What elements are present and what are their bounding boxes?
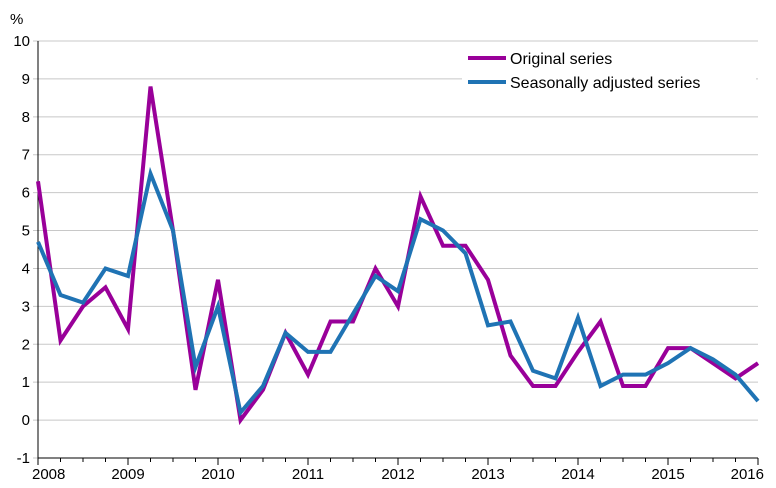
y-axis-label: % (10, 11, 23, 28)
x-tick-label: 2016 (731, 466, 764, 483)
series-line-seasonally-adjusted (36, 166, 760, 417)
y-tick-label: 1 (22, 374, 30, 391)
legend-background (462, 46, 756, 98)
y-tick-label: 4 (22, 260, 30, 277)
x-tick-label: 2009 (111, 466, 144, 483)
x-tick-label: 2010 (201, 466, 234, 483)
y-axis-ticks: -1 0 1 2 3 4 5 6 7 8 9 10 (13, 33, 39, 467)
x-axis: 2008 2009 2010 2011 2012 2013 2014 2015 2016 (32, 457, 764, 483)
series-lines (36, 86, 760, 426)
x-tick-label: 2014 (561, 466, 594, 483)
legend: Original series Seasonally adjusted serie… (462, 46, 756, 98)
y-tick-label: 7 (22, 147, 30, 164)
x-tick-label: 2015 (651, 466, 684, 483)
x-tick-label: 2011 (292, 466, 324, 483)
y-tick-label: 9 (22, 71, 30, 88)
y-tick-label: 2 (22, 336, 30, 353)
x-tick-label: 2013 (471, 466, 504, 483)
y-tick-label: -1 (17, 450, 30, 467)
y-tick-label: 3 (22, 298, 30, 315)
y-tick-label: 0 (22, 412, 30, 429)
y-tick-label: 10 (13, 33, 30, 50)
x-tick-label: 2012 (381, 466, 414, 483)
y-tick-label: 8 (22, 109, 30, 126)
legend-label: Seasonally adjusted series (510, 75, 700, 92)
y-tick-label: 5 (22, 223, 30, 240)
gridlines (33, 40, 758, 459)
y-tick-label: 6 (22, 185, 30, 202)
series-line-original (36, 86, 760, 426)
legend-label: Original series (510, 51, 612, 68)
x-tick-label: 2008 (32, 466, 65, 483)
